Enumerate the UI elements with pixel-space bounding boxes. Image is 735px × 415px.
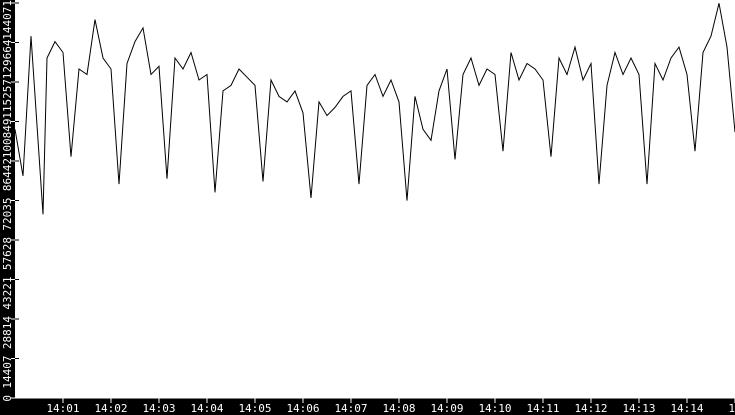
y-tick-label: 0 bbox=[1, 395, 14, 402]
y-tick-label: 28814 bbox=[1, 316, 14, 349]
series-line bbox=[14, 3, 735, 215]
y-tick-label: 72035 bbox=[1, 198, 14, 231]
y-tick-label: 144071 bbox=[1, 0, 14, 40]
x-tick-label: 14:05 bbox=[238, 402, 271, 415]
x-tick-label: 14:03 bbox=[142, 402, 175, 415]
x-axis-strip bbox=[0, 398, 735, 415]
x-tick-label: 14:09 bbox=[430, 402, 463, 415]
x-axis: 14:01 14:02 14:03 14:04 14:05 14:06 14:07 14:08… bbox=[15, 397, 735, 415]
x-tick-label: 14:04 bbox=[190, 402, 223, 415]
y-tick-label: 57628 bbox=[1, 237, 14, 270]
x-tick-label: 14:11 bbox=[526, 402, 559, 415]
x-tick-label: 14:01 bbox=[46, 402, 79, 415]
y-tick-label: 43221 bbox=[1, 277, 14, 310]
x-tick-label: 14 bbox=[728, 402, 735, 415]
x-tick-label: 14:06 bbox=[286, 402, 319, 415]
x-tick-label: 14:12 bbox=[574, 402, 607, 415]
x-tick-label: 14:08 bbox=[382, 402, 415, 415]
y-axis-strip bbox=[0, 0, 15, 415]
x-tick-label: 14:02 bbox=[94, 402, 127, 415]
y-tick-label: 86442 bbox=[1, 158, 14, 191]
y-axis: 0 14407 28814 43221 57628 72035 86442100849115… bbox=[1, 0, 19, 402]
y-tick-label: 129664 bbox=[1, 39, 14, 79]
y-tick-label: 100849 bbox=[1, 119, 14, 159]
x-tick-label: 14:14 bbox=[670, 402, 703, 415]
y-tick-label: 14407 bbox=[1, 356, 14, 389]
x-tick-label: 14:10 bbox=[478, 402, 511, 415]
y-tick-label: 115257 bbox=[1, 79, 14, 119]
x-tick-label: 14:13 bbox=[622, 402, 655, 415]
x-tick-label: 14:07 bbox=[334, 402, 367, 415]
